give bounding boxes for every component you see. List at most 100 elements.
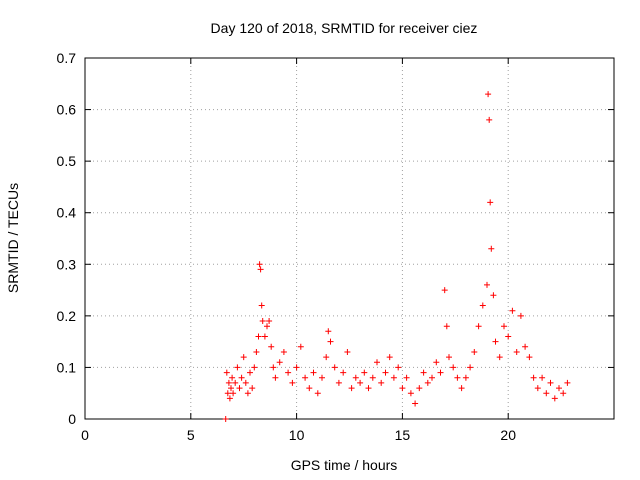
- data-point: [522, 343, 529, 350]
- data-point: [238, 374, 245, 381]
- data-point: [390, 374, 397, 381]
- x-axis-label: GPS time / hours: [291, 457, 398, 473]
- data-point: [543, 390, 550, 397]
- data-point: [513, 349, 520, 355]
- data-point: [331, 364, 338, 371]
- data-point: [242, 379, 249, 386]
- data-point: [399, 385, 406, 392]
- data-point: [382, 369, 389, 376]
- data-point: [369, 374, 376, 381]
- data-point: [357, 379, 364, 386]
- data-point: [424, 379, 431, 386]
- x-tick-label: 5: [187, 427, 195, 443]
- data-point: [560, 390, 567, 397]
- data-point: [437, 369, 444, 376]
- y-tick-label: 0.4: [57, 205, 77, 221]
- data-point: [302, 374, 309, 381]
- data-point: [446, 354, 452, 361]
- data-point: [244, 390, 251, 397]
- data-point: [222, 416, 229, 422]
- y-axis-label: SRMTID / TECUs: [5, 183, 21, 293]
- data-point: [412, 400, 419, 407]
- data-point: [407, 390, 414, 397]
- data-point: [475, 323, 482, 330]
- data-point: [488, 245, 495, 252]
- data-point: [403, 374, 410, 381]
- data-point: [395, 364, 402, 371]
- data-point: [323, 354, 330, 361]
- data-point: [253, 349, 260, 355]
- data-point: [257, 266, 264, 273]
- data-point: [462, 374, 469, 381]
- data-point: [258, 302, 265, 309]
- data-point: [306, 385, 313, 392]
- x-tick-label: 15: [395, 427, 411, 443]
- data-point: [319, 374, 325, 381]
- data-point: [420, 369, 427, 376]
- data-point: [310, 369, 317, 376]
- data-point: [441, 287, 448, 294]
- x-tick-label: 20: [500, 427, 516, 443]
- data-point: [551, 395, 558, 402]
- data-point: [454, 374, 461, 381]
- data-point: [526, 354, 533, 361]
- data-point: [232, 379, 239, 386]
- data-point: [547, 379, 554, 386]
- data-point: [226, 395, 233, 402]
- data-point: [314, 390, 321, 397]
- data-point: [325, 328, 332, 335]
- data-point: [490, 292, 497, 299]
- data-point: [501, 323, 507, 330]
- data-point: [228, 385, 234, 392]
- data-point: [255, 333, 262, 340]
- grid-lines: [85, 58, 614, 419]
- data-point: [450, 364, 457, 371]
- y-tick-label: 0.3: [57, 256, 77, 272]
- data-point: [293, 364, 300, 371]
- y-tick-label: 0.2: [57, 308, 77, 324]
- data-point: [229, 374, 236, 381]
- data-point: [505, 333, 512, 340]
- data-point: [256, 261, 263, 268]
- data-point: [509, 307, 516, 314]
- y-tick-label: 0.1: [57, 359, 77, 375]
- data-point: [487, 199, 494, 206]
- data-point: [340, 369, 347, 376]
- data-point: [348, 385, 355, 392]
- data-point: [249, 385, 256, 392]
- chart-title: Day 120 of 2018, SRMTID for receiver cie…: [211, 20, 478, 36]
- plot-frame: [84, 57, 615, 420]
- data-point: [247, 369, 253, 376]
- data-point: [236, 385, 243, 392]
- data-point: [496, 354, 503, 361]
- data-point: [374, 359, 380, 366]
- data-point: [276, 359, 283, 366]
- data-point: [268, 343, 275, 350]
- data-point: [240, 354, 247, 361]
- data-point: [416, 385, 423, 392]
- data-point: [386, 354, 393, 361]
- data-point: [270, 364, 277, 371]
- data-point: [467, 364, 474, 371]
- data-point: [539, 374, 546, 381]
- data-point: [224, 390, 231, 397]
- data-point: [234, 364, 241, 371]
- y-tick-label: 0: [68, 411, 76, 427]
- data-point: [534, 385, 541, 392]
- x-tick-label: 0: [81, 427, 89, 443]
- x-tick-label: 10: [289, 427, 305, 443]
- data-point: [289, 379, 296, 386]
- data-point: [429, 374, 435, 381]
- data-point: [378, 379, 385, 386]
- data-point: [272, 374, 279, 381]
- data-point: [266, 318, 273, 324]
- data-point: [251, 364, 258, 371]
- data-point: [223, 369, 230, 376]
- data-point: [492, 338, 499, 345]
- data-point: [471, 349, 478, 355]
- data-point: [327, 338, 334, 345]
- data-point: [280, 349, 287, 355]
- data-point: [335, 379, 342, 386]
- data-point: [564, 379, 571, 386]
